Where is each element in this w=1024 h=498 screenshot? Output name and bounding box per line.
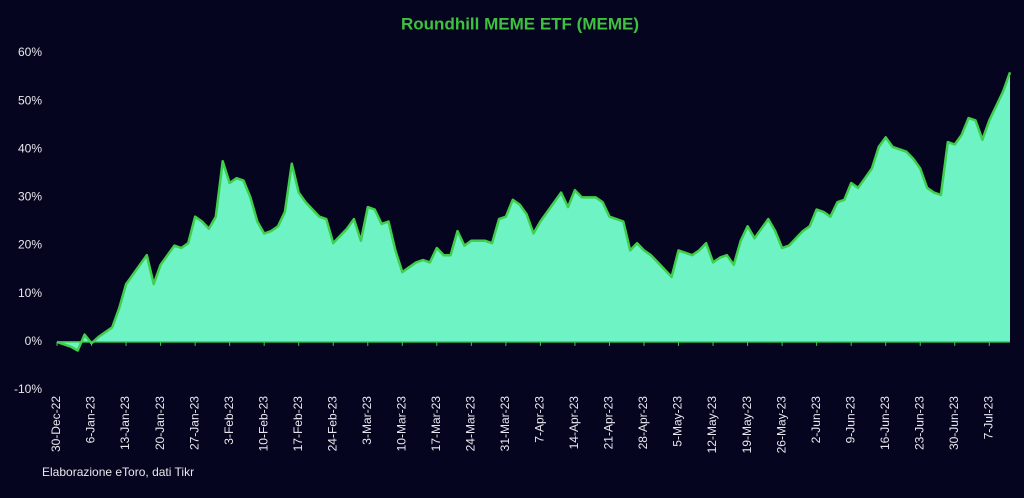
x-tick-label: 14-Apr-23 [567,396,581,450]
x-tick-label: 19-May-23 [740,396,754,454]
x-tick-label: 7-Apr-23 [533,396,547,443]
x-tick-label: 23-Jun-23 [912,396,926,450]
area [57,72,1010,351]
x-tick-label: 16-Jun-23 [878,396,892,450]
y-tick-label: 40% [18,141,42,155]
x-tick-label: 10-Mar-23 [394,396,408,452]
x-tick-label: 2-Jun-23 [809,396,823,444]
x-tick-label: 27-Jan-23 [187,396,201,450]
x-tick-label: 24-Mar-23 [464,396,478,452]
x-tick-label: 17-Mar-23 [429,396,443,452]
x-tick-label: 10-Feb-23 [256,396,270,452]
y-tick-label: 10% [18,286,42,300]
x-tick-label: 13-Jan-23 [118,396,132,450]
x-tick-label: 21-Apr-23 [602,396,616,450]
x-tick-label: 24-Feb-23 [325,396,339,452]
x-tick-label: 6-Jan-23 [84,396,98,444]
y-tick-label: 0% [25,334,43,348]
x-tick-label: 5-May-23 [671,396,685,447]
x-tick-label: 30-Dec-22 [49,396,63,452]
y-tick-label: 20% [18,238,42,252]
y-tick-label: 60% [18,45,42,59]
x-tick-label: 3-Feb-23 [222,396,236,445]
y-tick-label: 30% [18,190,42,204]
line [56,71,1012,352]
y-tick-label: 50% [18,93,42,107]
chart-title: Roundhill MEME ETF (MEME) [401,14,639,33]
source-note: Elaborazione eToro, dati Tikr [42,465,194,479]
x-tick-label: 31-Mar-23 [498,396,512,452]
x-tick-label: 17-Feb-23 [291,396,305,452]
x-tick-label: 30-Jun-23 [947,396,961,450]
y-tick-label: -10% [14,382,42,396]
x-tick-label: 26-May-23 [774,396,788,454]
x-tick-label: 20-Jan-23 [153,396,167,450]
x-tick-label: 9-Jun-23 [843,396,857,444]
x-tick-label: 3-Mar-23 [360,396,374,445]
x-tick-label: 12-May-23 [705,396,719,454]
x-tick-label: 7-Jul-23 [981,396,995,440]
x-tick-label: 28-Apr-23 [636,396,650,450]
